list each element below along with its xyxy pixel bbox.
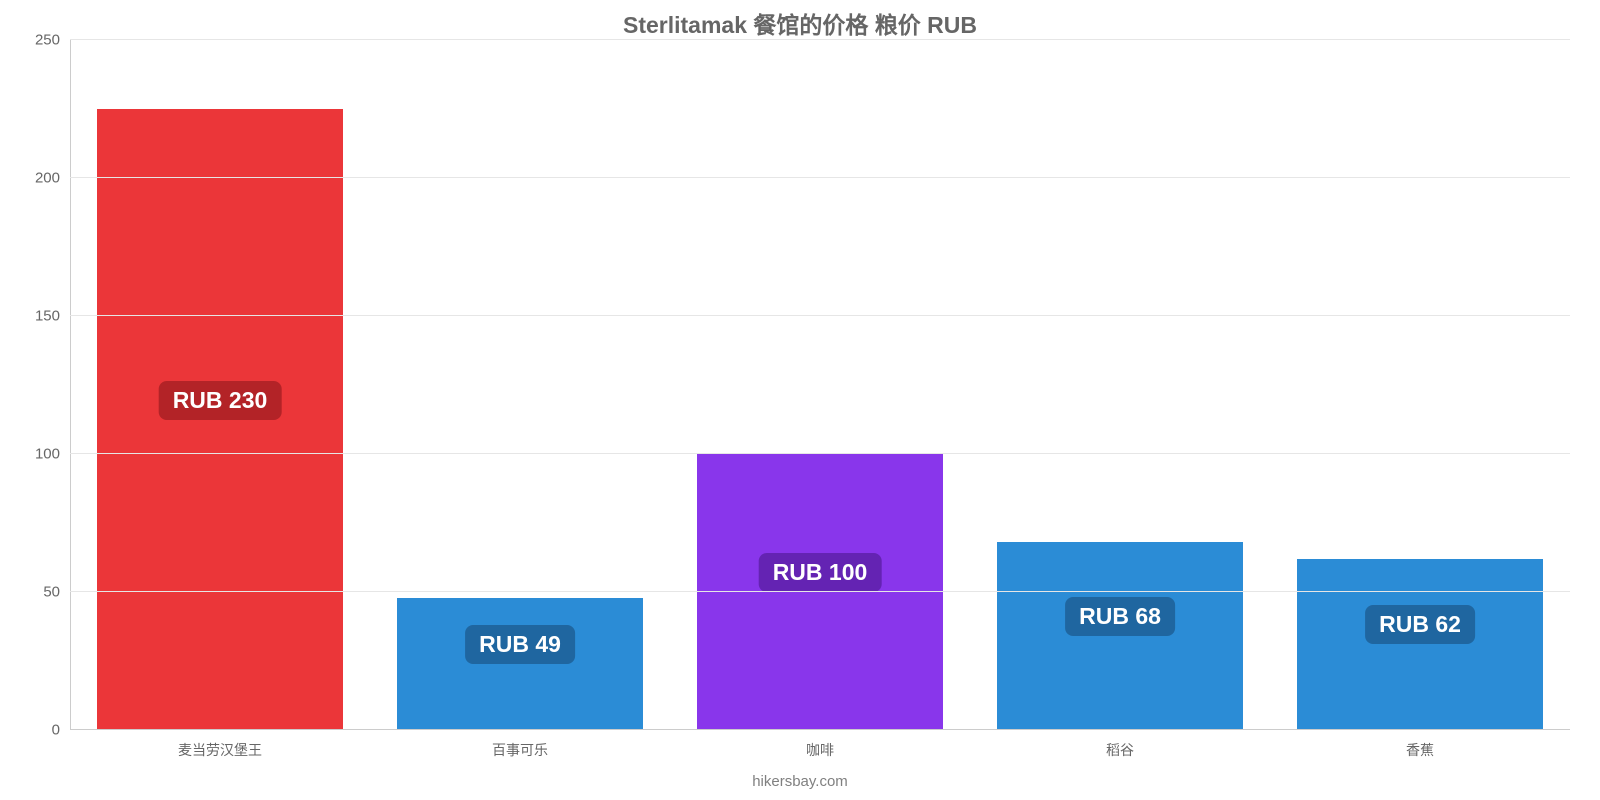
bar — [97, 109, 343, 730]
bar-slot: RUB 68稻谷 — [970, 40, 1270, 730]
chart-title: Sterlitamak 餐馆的价格 粮价 RUB — [0, 6, 1600, 40]
y-tick-label: 100 — [35, 446, 70, 463]
y-tick-label: 0 — [52, 722, 70, 739]
x-tick-label: 咖啡 — [806, 730, 834, 760]
grid-line — [70, 315, 1570, 316]
bar-slot: RUB 100咖啡 — [670, 40, 970, 730]
value-badge: RUB 49 — [465, 625, 575, 664]
y-tick-label: 50 — [43, 584, 70, 601]
value-badge: RUB 100 — [759, 553, 882, 592]
bar-slot: RUB 62香蕉 — [1270, 40, 1570, 730]
bar-slot: RUB 49百事可乐 — [370, 40, 670, 730]
plot-area: RUB 230麦当劳汉堡王RUB 49百事可乐RUB 100咖啡RUB 68稻谷… — [70, 40, 1570, 730]
grid-line — [70, 177, 1570, 178]
price-bar-chart: Sterlitamak 餐馆的价格 粮价 RUB RUB 230麦当劳汉堡王RU… — [0, 0, 1600, 800]
grid-line — [70, 591, 1570, 592]
chart-footer: hikersbay.com — [0, 773, 1600, 790]
x-tick-label: 百事可乐 — [492, 730, 548, 760]
bar-slot: RUB 230麦当劳汉堡王 — [70, 40, 370, 730]
x-tick-label: 麦当劳汉堡王 — [178, 730, 262, 760]
bars-layer: RUB 230麦当劳汉堡王RUB 49百事可乐RUB 100咖啡RUB 68稻谷… — [70, 40, 1570, 730]
value-badge: RUB 62 — [1365, 605, 1475, 644]
y-tick-label: 200 — [35, 170, 70, 187]
y-tick-label: 250 — [35, 32, 70, 49]
bar — [397, 598, 643, 730]
x-tick-label: 稻谷 — [1106, 730, 1134, 760]
grid-line — [70, 453, 1570, 454]
y-tick-label: 150 — [35, 308, 70, 325]
grid-line — [70, 39, 1570, 40]
value-badge: RUB 68 — [1065, 597, 1175, 636]
bar — [697, 454, 943, 730]
value-badge: RUB 230 — [159, 381, 282, 420]
x-tick-label: 香蕉 — [1406, 730, 1434, 760]
grid-line — [70, 729, 1570, 730]
